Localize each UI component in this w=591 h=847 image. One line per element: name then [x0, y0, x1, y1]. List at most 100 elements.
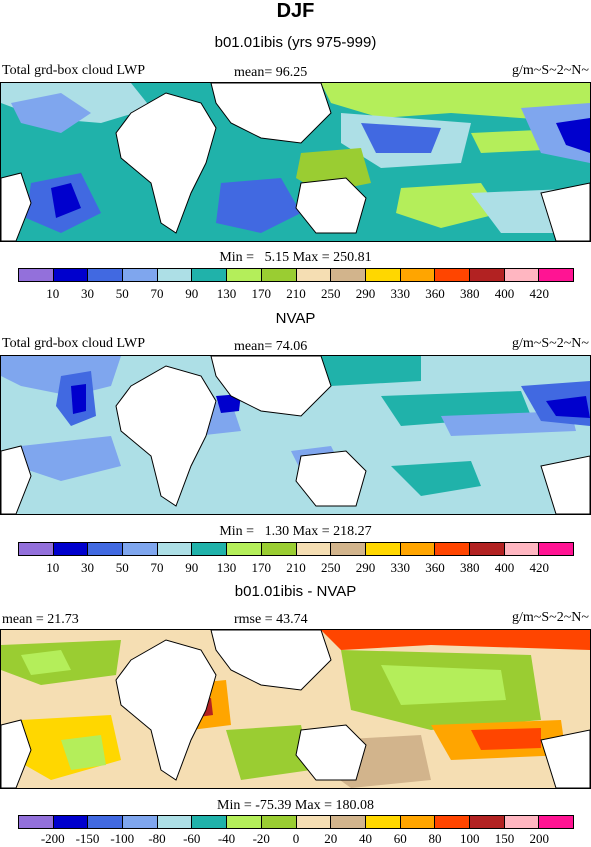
field-region [226, 725, 311, 780]
panel2-minmax: Min = 1.30 Max = 218.27 [219, 524, 372, 539]
colorbar-swatch [123, 269, 158, 281]
africa-landmass [115, 639, 217, 781]
panel3-minmax: Min = -75.39 Max = 180.08 [217, 798, 374, 813]
colorbar-swatch [365, 816, 401, 828]
colorbar-swatch [53, 269, 89, 281]
panel1-colorbar-labels: 10 30 50 70 90 130 170 210 250 290 330 360 380 400 420 [18, 286, 574, 302]
field-region [71, 384, 86, 414]
field-region [471, 728, 541, 750]
field-region [321, 83, 590, 123]
panel1-mean: mean= 96.25 [234, 65, 308, 80]
colorbar-swatch [296, 543, 332, 555]
panel2-units: g/m~S~2~N~ [512, 336, 589, 351]
south-america-west-landmass [1, 445, 32, 514]
field-region [391, 461, 481, 496]
panel3-rmse: rmse = 43.74 [234, 612, 308, 627]
field-region [216, 178, 301, 233]
south-america-west-landmass [1, 172, 32, 241]
panel3-colorbar [18, 815, 574, 829]
colorbar-swatch [504, 816, 540, 828]
australia-landmass [295, 450, 367, 507]
africa-landmass [115, 92, 217, 234]
colorbar-swatch [435, 816, 470, 828]
panel2-field-label: Total grd-box cloud LWP [2, 336, 146, 351]
colorbar-swatch [88, 269, 124, 281]
colorbar-swatch [261, 269, 297, 281]
colorbar-swatch [331, 269, 366, 281]
south-america-landmass [540, 455, 590, 514]
panel2-colorbar [18, 542, 574, 556]
colorbar-swatch [261, 816, 297, 828]
panel3-units: g/m~S~2~N~ [512, 610, 589, 625]
field-region [521, 103, 590, 163]
south-america-landmass [540, 182, 590, 241]
field-region [11, 93, 91, 133]
colorbar-swatch [469, 816, 505, 828]
colorbar-swatch [192, 269, 228, 281]
colorbar-swatch [296, 269, 332, 281]
colorbar-swatch [88, 543, 124, 555]
field-region [61, 735, 106, 770]
south-america-landmass [540, 729, 590, 788]
asia-landmass [210, 83, 332, 144]
asia-landmass [210, 356, 332, 417]
colorbar-swatch [365, 269, 401, 281]
colorbar-swatch [157, 816, 193, 828]
australia-landmass [295, 724, 367, 781]
colorbar-swatch [123, 543, 158, 555]
colorbar-swatch [435, 543, 470, 555]
colorbar-swatch [331, 816, 366, 828]
colorbar-swatch [331, 543, 366, 555]
africa-landmass [115, 365, 217, 507]
panel3-colorbar-labels: -200 -150 -100 -80 -60 -40 -20 0 20 40 60 80 100 150 2… [18, 831, 574, 847]
colorbar-swatch [539, 816, 573, 828]
colorbar-swatch [435, 269, 470, 281]
colorbar-swatch [157, 269, 193, 281]
page-title: DJF [276, 0, 315, 22]
south-america-west-landmass [1, 719, 32, 788]
colorbar-swatch [469, 269, 505, 281]
australia-landmass [295, 177, 367, 234]
panel1-units: g/m~S~2~N~ [512, 63, 589, 78]
panel3-map-svg [1, 630, 590, 788]
field-region [216, 394, 241, 413]
panel1-field-label: Total grd-box cloud LWP [2, 63, 146, 78]
colorbar-swatch [400, 543, 436, 555]
colorbar-swatch [88, 816, 124, 828]
colorbar-swatch [192, 816, 228, 828]
colorbar-swatch [504, 269, 540, 281]
panel2-heading: NVAP [275, 310, 316, 327]
colorbar-swatch [53, 543, 89, 555]
colorbar-swatch [19, 543, 54, 555]
colorbar-swatch [227, 269, 262, 281]
colorbar-swatch [19, 269, 54, 281]
field-region [21, 650, 71, 675]
field-region [51, 183, 81, 218]
colorbar-swatch [365, 543, 401, 555]
panel2-map [0, 355, 591, 515]
panel3-map [0, 629, 591, 789]
colorbar-swatch [192, 543, 228, 555]
colorbar-swatch [469, 543, 505, 555]
colorbar-swatch [504, 543, 540, 555]
field-region [381, 665, 506, 705]
colorbar-swatch [19, 816, 54, 828]
colorbar-swatch [157, 543, 193, 555]
colorbar-swatch [227, 816, 262, 828]
panel2-mean: mean= 74.06 [234, 339, 308, 354]
asia-landmass [210, 630, 332, 691]
colorbar-swatch [227, 543, 262, 555]
field-region [361, 123, 441, 153]
field-region [546, 396, 590, 418]
colorbar-swatch [539, 543, 573, 555]
panel3-mean: mean = 21.73 [2, 612, 79, 627]
colorbar-swatch [400, 269, 436, 281]
field-region [321, 630, 590, 650]
field-region [556, 118, 590, 153]
panel3-heading: b01.01ibis - NVAP [234, 583, 357, 600]
panel2-map-svg [1, 356, 590, 514]
colorbar-swatch [539, 269, 573, 281]
colorbar-swatch [123, 816, 158, 828]
panel1-colorbar [18, 268, 574, 282]
panel1-map [0, 82, 591, 242]
